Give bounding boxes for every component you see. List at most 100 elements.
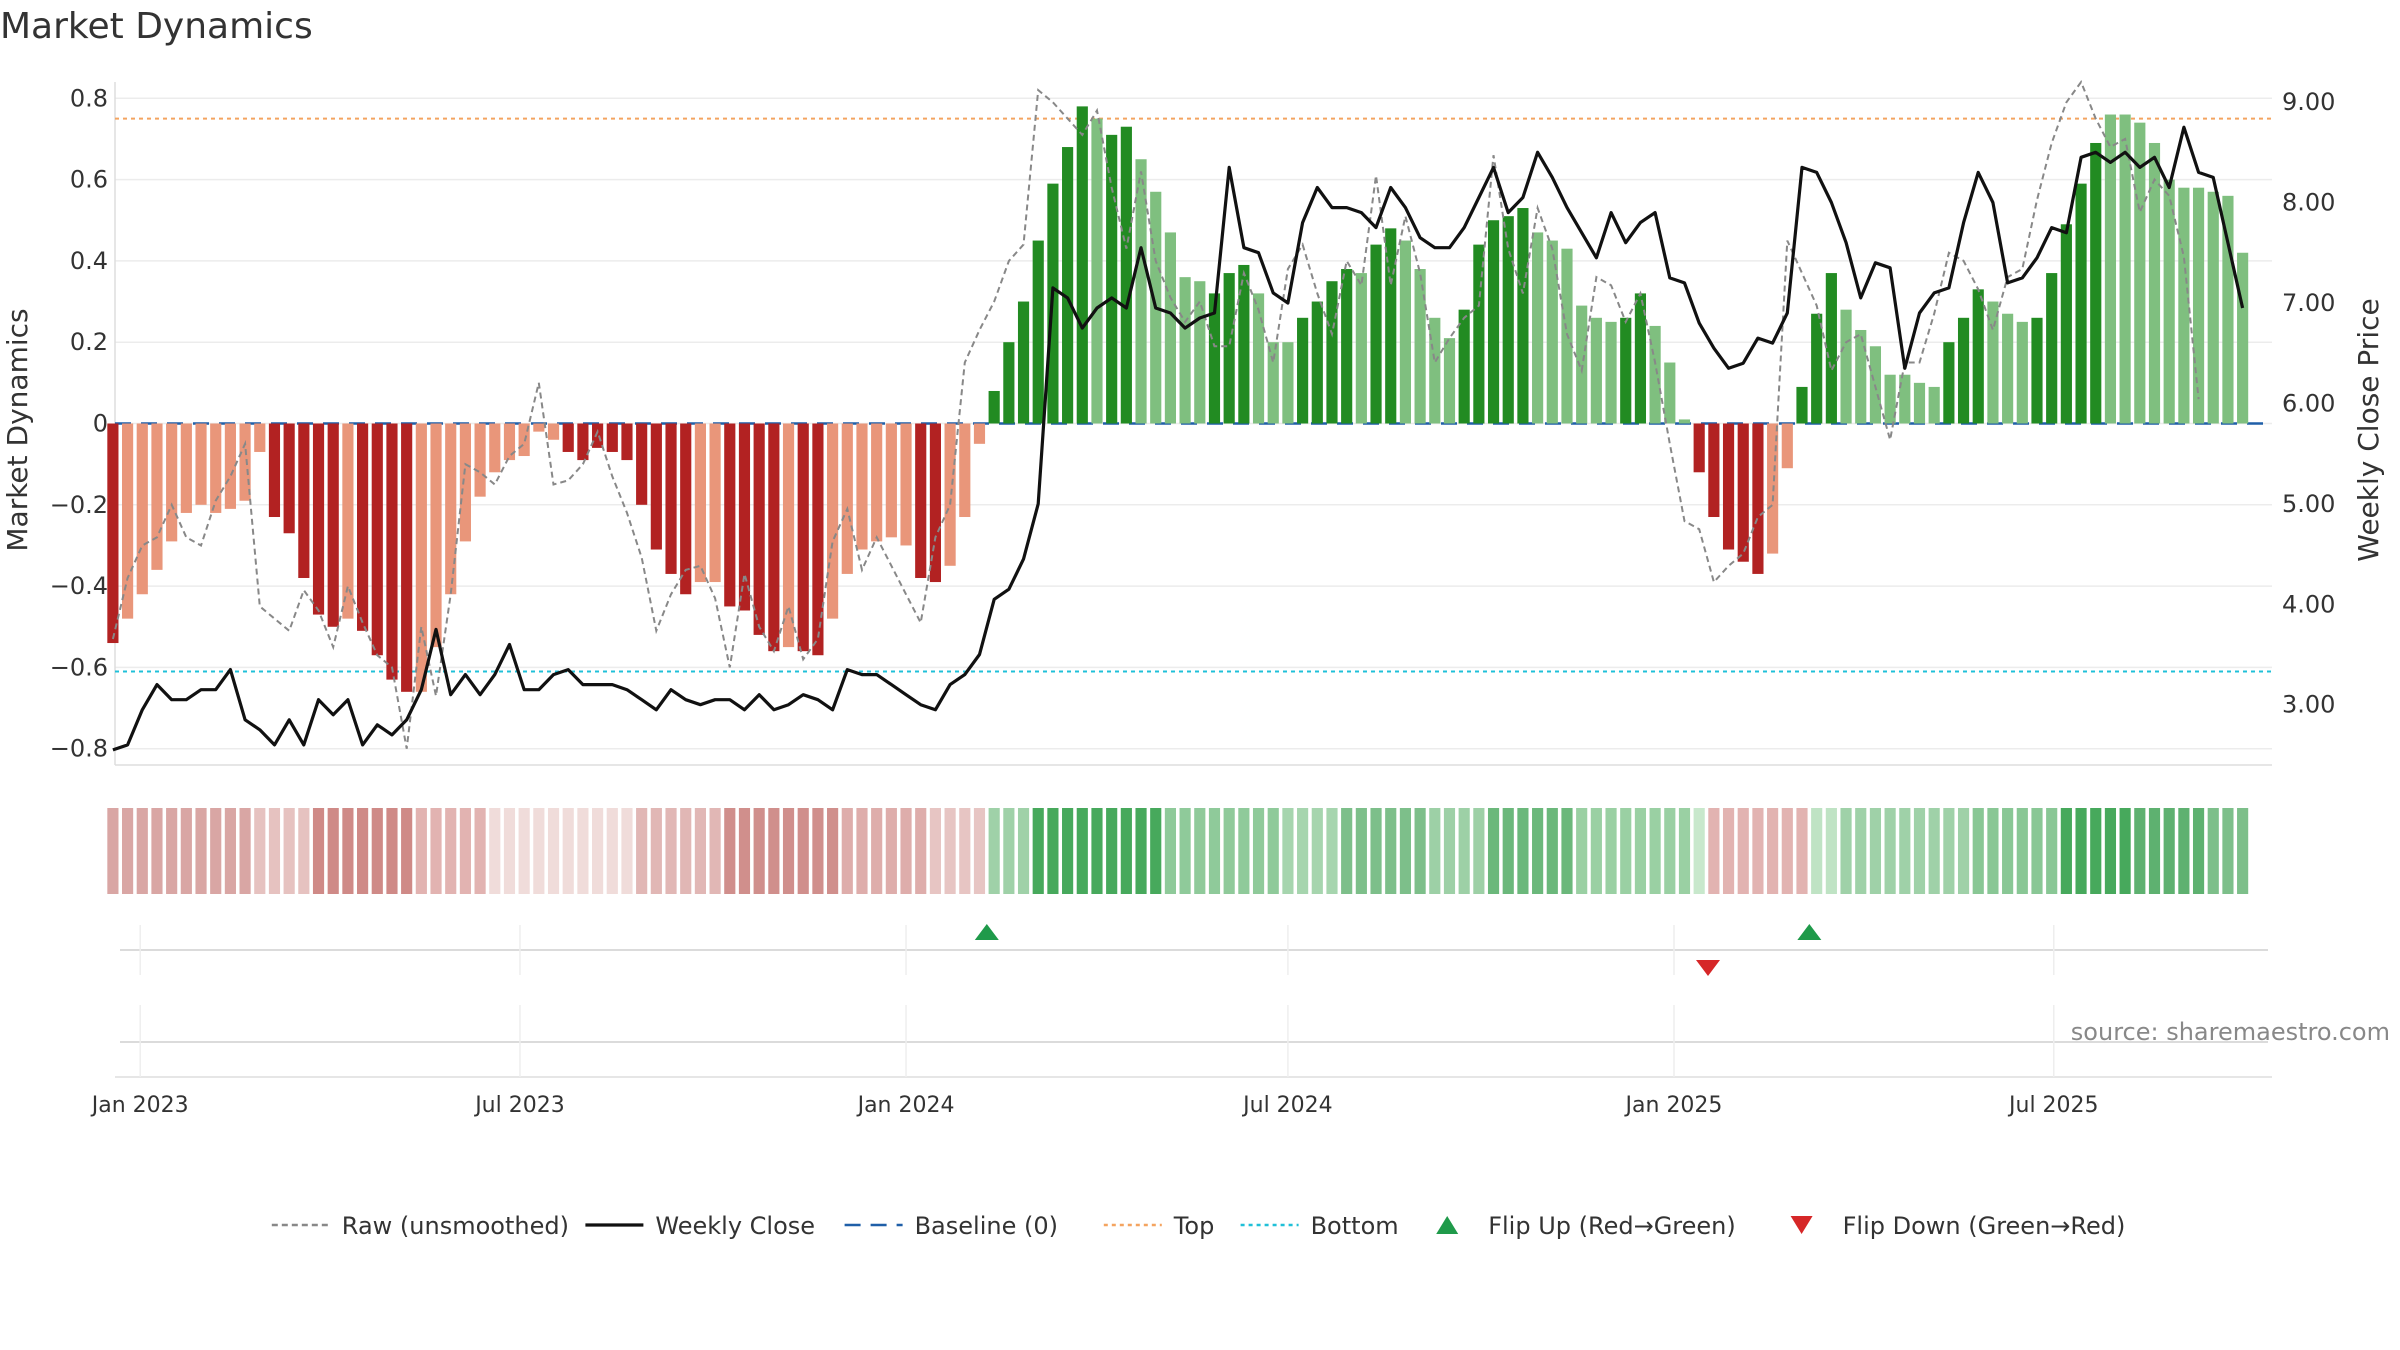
dynamics-bar xyxy=(1297,317,1309,424)
right-tick-label: 9.00 xyxy=(2282,88,2335,116)
dynamics-bar xyxy=(1194,281,1206,424)
dynamics-bar xyxy=(680,423,692,595)
legend-item: Baseline (0) xyxy=(844,1212,1058,1240)
regime-cell xyxy=(1943,808,1955,894)
regime-cell xyxy=(1252,808,1265,894)
regime-cell xyxy=(1164,808,1177,894)
legend-label: Top xyxy=(1173,1212,1215,1240)
dynamics-bar xyxy=(1987,301,1999,424)
regime-cell xyxy=(2104,808,2117,894)
regime-cell xyxy=(1017,808,1030,894)
regime-cell xyxy=(650,808,662,894)
x-tick-label: Jul 2023 xyxy=(473,1093,565,1118)
dynamics-bar xyxy=(151,423,163,570)
regime-cell xyxy=(1884,808,1896,894)
regime-cell xyxy=(1796,808,1808,894)
dynamics-bar xyxy=(1517,208,1529,424)
legend-item: Flip Down (Green→Red) xyxy=(1790,1212,2125,1240)
regime-cell xyxy=(1297,808,1309,894)
right-tick-label: 7.00 xyxy=(2282,289,2335,317)
dynamics-bar xyxy=(1605,321,1617,424)
regime-cell xyxy=(973,808,986,894)
dynamics-bar xyxy=(1017,301,1030,424)
regime-cell xyxy=(1590,808,1602,894)
dynamics-bar xyxy=(1972,289,1984,424)
dynamics-bars xyxy=(107,106,2249,692)
dynamics-bar xyxy=(1532,232,1544,424)
regime-cell xyxy=(401,808,413,894)
regime-cell xyxy=(166,808,178,894)
regime-cell xyxy=(312,808,325,894)
regime-cell xyxy=(724,808,736,894)
dynamics-bar xyxy=(1855,329,1867,424)
regime-cell xyxy=(1208,808,1221,894)
left-y-axis-label: Market Dynamics xyxy=(1,308,34,551)
regime-cell xyxy=(871,808,883,894)
regime-cell xyxy=(1267,808,1279,894)
dynamics-bar xyxy=(1796,386,1808,424)
regime-cell xyxy=(2134,808,2146,894)
dynamics-bar xyxy=(1664,362,1676,424)
dynamics-bar xyxy=(812,423,824,656)
x-tick-label: Jan 2024 xyxy=(856,1093,955,1118)
dynamics-bar xyxy=(1003,342,1015,424)
regime-cell xyxy=(1972,808,1984,894)
dynamics-bar xyxy=(1223,273,1235,424)
dynamics-bar xyxy=(1414,269,1426,424)
regime-cell xyxy=(738,808,751,894)
dynamics-bar xyxy=(298,423,310,578)
x-axis: Jan 2023 Jul 2023 Jan 2024 Jul 2024 Jan 2025… xyxy=(90,1093,2099,1118)
dynamics-bar xyxy=(386,423,398,680)
dynamics-bar xyxy=(1164,232,1177,424)
regime-cell xyxy=(239,808,251,894)
regime-cell xyxy=(1003,808,1015,894)
legend-label: Weekly Close xyxy=(655,1212,815,1240)
regime-cell xyxy=(1429,808,1441,894)
regime-cell xyxy=(2237,808,2249,894)
regime-cell xyxy=(254,808,266,894)
dynamics-bar xyxy=(107,423,119,644)
dynamics-bar xyxy=(1091,118,1103,424)
dynamics-bar xyxy=(2002,313,2014,424)
dynamics-bar xyxy=(841,423,853,574)
regime-cell xyxy=(841,808,853,894)
right-tick-label: 8.00 xyxy=(2282,189,2335,217)
regime-cell xyxy=(151,808,163,894)
dynamics-bar xyxy=(239,423,251,501)
dynamics-bar xyxy=(474,423,486,497)
regime-cell xyxy=(107,808,119,894)
regime-cell xyxy=(1487,808,1500,894)
right-y-axis: 9.00 8.00 7.00 6.00 5.00 4.00 3.00 xyxy=(2282,88,2335,719)
source-note: source: sharemaestro.com xyxy=(2071,1018,2390,1046)
dynamics-bar xyxy=(1399,240,1412,424)
dynamics-bar xyxy=(1752,423,1764,574)
regime-cell xyxy=(195,808,207,894)
dynamics-bar xyxy=(415,423,427,692)
dynamics-bar xyxy=(1208,293,1221,424)
regime-cell xyxy=(2178,808,2190,894)
dynamics-bar xyxy=(357,423,369,631)
dynamics-bar xyxy=(136,423,148,595)
regime-cell xyxy=(2031,808,2043,894)
dynamics-bar xyxy=(1473,244,1485,424)
legend-item: Top xyxy=(1103,1212,1215,1240)
right-y-axis-label: Weekly Close Price xyxy=(2352,298,2385,561)
regime-cell xyxy=(2075,808,2087,894)
dynamics-bar xyxy=(195,423,207,505)
regime-cell xyxy=(1869,808,1882,894)
dynamics-bar xyxy=(503,423,516,461)
regime-cell xyxy=(1546,808,1558,894)
dynamics-bar xyxy=(1928,386,1940,424)
dynamics-bar xyxy=(2237,252,2249,424)
regime-cell xyxy=(636,808,648,894)
regime-cell xyxy=(1282,808,1294,894)
regime-cell xyxy=(782,808,795,894)
regime-cell xyxy=(1047,808,1059,894)
regime-cell xyxy=(621,808,633,894)
regime-cell xyxy=(1517,808,1529,894)
flip-markers-panel xyxy=(120,924,2268,976)
dynamics-bar xyxy=(342,423,354,619)
dynamics-bar xyxy=(445,423,457,595)
regime-cell xyxy=(812,808,824,894)
dynamics-bar xyxy=(547,423,560,440)
